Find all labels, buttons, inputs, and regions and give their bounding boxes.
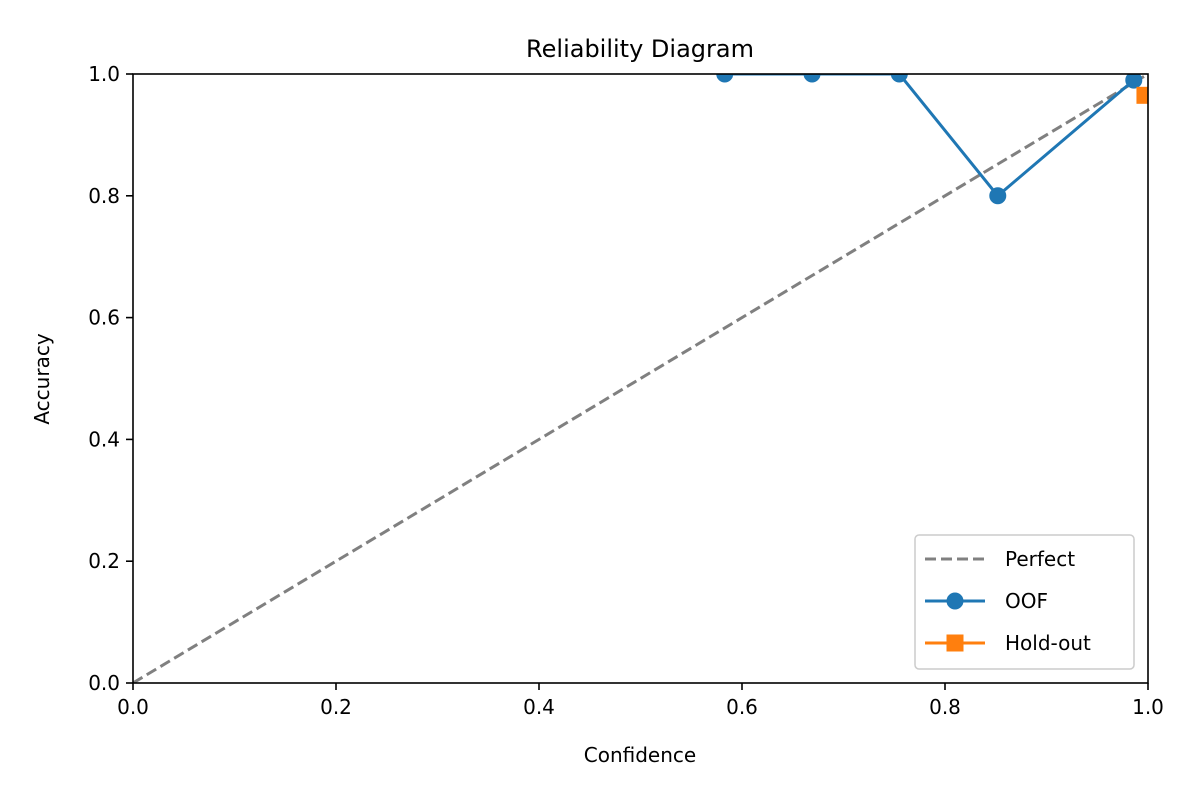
legend: Perfect OOF Hold-out <box>914 534 1135 670</box>
y-tick-label: 1.0 <box>88 62 120 86</box>
series-line-perfect <box>133 74 1148 683</box>
plot-frame <box>132 73 1149 684</box>
legend-label-perfect: Perfect <box>1005 547 1075 571</box>
y-tick-label: 0.0 <box>88 671 120 695</box>
data-layer <box>133 74 1148 683</box>
x-tick-label: 0.2 <box>320 695 352 719</box>
x-tick-label: 0.4 <box>523 695 555 719</box>
y-tick-label: 0.4 <box>88 427 120 451</box>
data-point-oof <box>803 74 821 83</box>
y-tick-label: 0.2 <box>88 549 120 573</box>
axis-ticks: 0.0 0.2 0.4 0.6 0.8 1.0 0.0 0.2 0.4 0.6 0.8 1.0 <box>88 62 1164 719</box>
legend-box <box>914 534 1135 670</box>
x-tick-label: 0.0 <box>117 695 149 719</box>
legend-marker-oof <box>946 592 964 610</box>
data-point-oof <box>989 187 1007 205</box>
data-point-oof <box>890 74 908 83</box>
data-point-hold-out <box>1136 86 1148 104</box>
chart-title: Reliability Diagram <box>526 35 754 63</box>
x-tick-label: 0.6 <box>726 695 758 719</box>
legend-marker-hold-out <box>946 634 964 652</box>
x-axis-label: Confidence <box>584 743 696 767</box>
y-axis-label: Accuracy <box>30 333 54 424</box>
data-point-oof <box>1125 74 1143 89</box>
x-tick-label: 1.0 <box>1132 695 1164 719</box>
data-point-oof <box>716 74 734 83</box>
plot-area <box>132 73 1149 684</box>
y-tick-label: 0.8 <box>88 184 120 208</box>
legend-label-oof: OOF <box>1005 589 1048 613</box>
x-tick-label: 0.8 <box>929 695 961 719</box>
y-tick-label: 0.6 <box>88 306 120 330</box>
series-line-oof <box>724 74 1135 198</box>
legend-label-hold-out: Hold-out <box>1005 631 1091 655</box>
